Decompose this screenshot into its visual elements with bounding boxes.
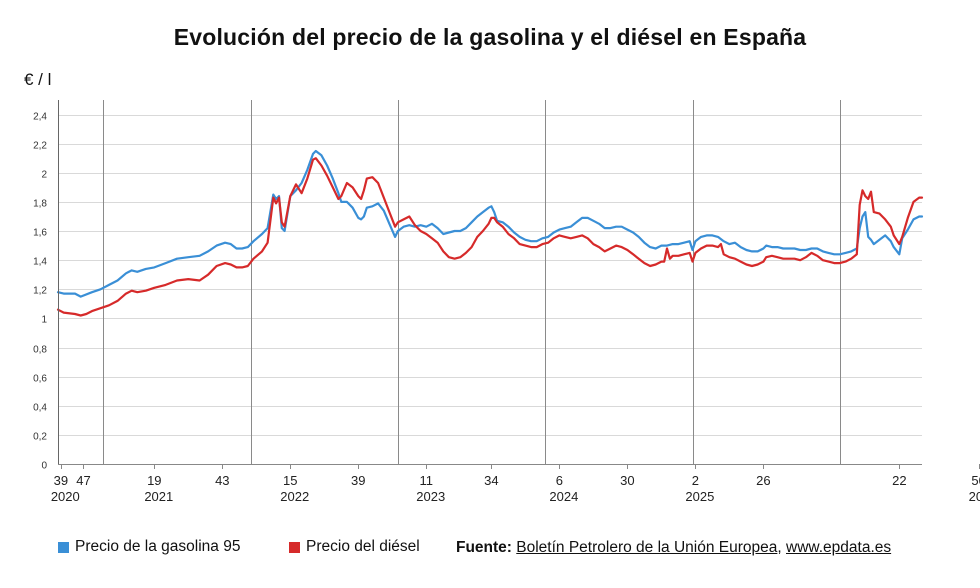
x-tick-label: 50 [971, 473, 980, 488]
x-year-label: 2023 [416, 489, 445, 504]
x-year-label: 2021 [144, 489, 173, 504]
y-tick-label: 0,4 [33, 403, 47, 414]
x-tick-label: 19 [147, 473, 161, 488]
x-year-label: 2022 [280, 489, 309, 504]
y-tick-label: 1,2 [33, 286, 47, 297]
x-year-label: 2024 [549, 489, 578, 504]
legend-swatch-gasoline [58, 541, 69, 553]
series-line-diesel [56, 157, 924, 317]
legend-label-diesel: Precio del diésel [306, 538, 420, 555]
y-tick-label: 1 [41, 315, 47, 326]
y-tick-label: 0,6 [33, 374, 47, 385]
y-axis-unit-label: € / l [24, 70, 52, 89]
y-tick-label: 2,2 [33, 141, 47, 152]
year-separator-lines [103, 100, 841, 464]
x-tick-label: 6 [556, 473, 563, 488]
source-separator: , [777, 539, 782, 556]
y-tick-label: 2 [41, 170, 47, 181]
x-tick-label: 2 [692, 473, 699, 488]
x-year-label: 2020 [51, 489, 80, 504]
x-tick-label: 39 [351, 473, 365, 488]
x-tick-label: 22 [892, 473, 906, 488]
series-line-gasoline [56, 149, 924, 298]
plot-background [58, 100, 922, 464]
gridlines [58, 115, 922, 465]
y-tick-label: 2,4 [33, 112, 47, 123]
x-tick-label: 39 [54, 473, 68, 488]
legend-item-gasoline[interactable]: Precio de la gasolina 95 [58, 538, 240, 556]
source-label: Fuente: [456, 539, 512, 556]
x-tick-label: 11 [420, 473, 434, 488]
source-note: Fuente: Boletín Petrolero de la Unión Eu… [456, 539, 891, 557]
x-tick-label: 15 [283, 473, 297, 488]
y-tick-label: 1,8 [33, 199, 47, 210]
x-year-label: 2025 [685, 489, 714, 504]
x-tick-label: 26 [756, 473, 770, 488]
x-year-label: 2026 [969, 489, 980, 504]
x-tick-label: 43 [215, 473, 229, 488]
chart-title: Evolución del precio de la gasolina y el… [173, 24, 807, 50]
y-tick-label: 0,8 [33, 345, 47, 356]
y-axis: 0 0,2 0,4 0,6 0,8 1 1,2 1,4 1,6 1,8 2 2,2 2,4 [33, 112, 47, 472]
legend-label-gasoline: Precio de la gasolina 95 [75, 538, 241, 555]
epdata-link[interactable]: www.epdata.es [786, 539, 892, 556]
legend-swatch-diesel [289, 541, 300, 553]
x-tick-label: 30 [620, 473, 634, 488]
x-tick-label: 34 [484, 473, 498, 488]
y-tick-label: 1,4 [33, 257, 47, 268]
y-tick-label: 1,6 [33, 228, 47, 239]
y-tick-label: 0 [41, 461, 47, 472]
x-tick-label: 47 [76, 473, 90, 488]
series-lines [56, 149, 924, 317]
source-link[interactable]: Boletín Petrolero de la Unión Europea [516, 539, 778, 556]
legend-item-diesel[interactable]: Precio del diésel [289, 538, 420, 556]
y-tick-label: 0,2 [33, 432, 47, 443]
